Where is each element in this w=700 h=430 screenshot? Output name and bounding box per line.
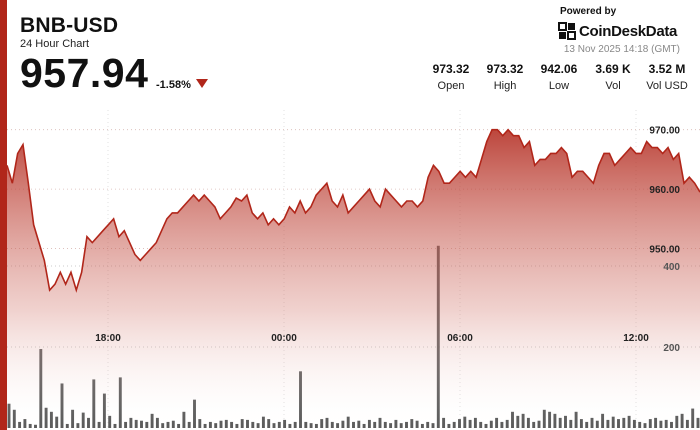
price-line [6,128,700,293]
down-arrow-icon [196,79,208,88]
stat-label: High [493,80,517,92]
price-change: -1.58% [156,79,191,91]
stat-value: 973.32 [432,62,470,76]
stat-high: 973.32 High [484,62,526,92]
price-tick-label: 970.00 [649,126,680,137]
stat-vol-usd: 3.52 M Vol USD [646,62,688,92]
volume-tick-label: 400 [663,262,680,273]
brand-name: CoinDeskData [579,22,678,40]
time-tick-label: 00:00 [271,333,297,344]
volume-tick-label: 200 [663,343,680,354]
brand-logo[interactable]: CoinDeskData [558,20,677,42]
stat-open: 973.32 Open [430,62,472,92]
stat-value: 973.32 [486,62,524,76]
time-tick-label: 18:00 [95,333,121,344]
symbol-title: BNB-USD [20,14,119,37]
stat-vol: 3.69 K Vol [592,62,634,92]
stat-value: 3.52 M [648,62,686,76]
stats-row: 973.32 Open 973.32 High 942.06 Low 3.69 … [418,62,688,92]
stat-label: Vol [605,80,621,92]
time-tick-label: 12:00 [623,333,649,344]
powered-by-label: Powered by [560,6,617,17]
price-area [7,129,700,430]
chart-subtitle: 24 Hour Chart [20,38,90,50]
stat-label: Low [548,80,570,92]
coindesk-logo-icon [558,22,576,40]
current-price: 957.94 [20,50,149,96]
stat-value: 942.06 [540,62,578,76]
price-tick-label: 950.00 [649,245,680,256]
accent-bar [0,0,7,430]
time-tick-label: 06:00 [447,333,473,344]
stat-low: 942.06 Low [538,62,580,92]
price-tick-label: 960.00 [649,185,680,196]
timestamp: 13 Nov 2025 14:18 (GMT) [563,44,680,55]
stat-value: 3.69 K [595,62,631,76]
stat-label: Vol USD [646,80,688,92]
stat-label: Open [437,80,465,92]
